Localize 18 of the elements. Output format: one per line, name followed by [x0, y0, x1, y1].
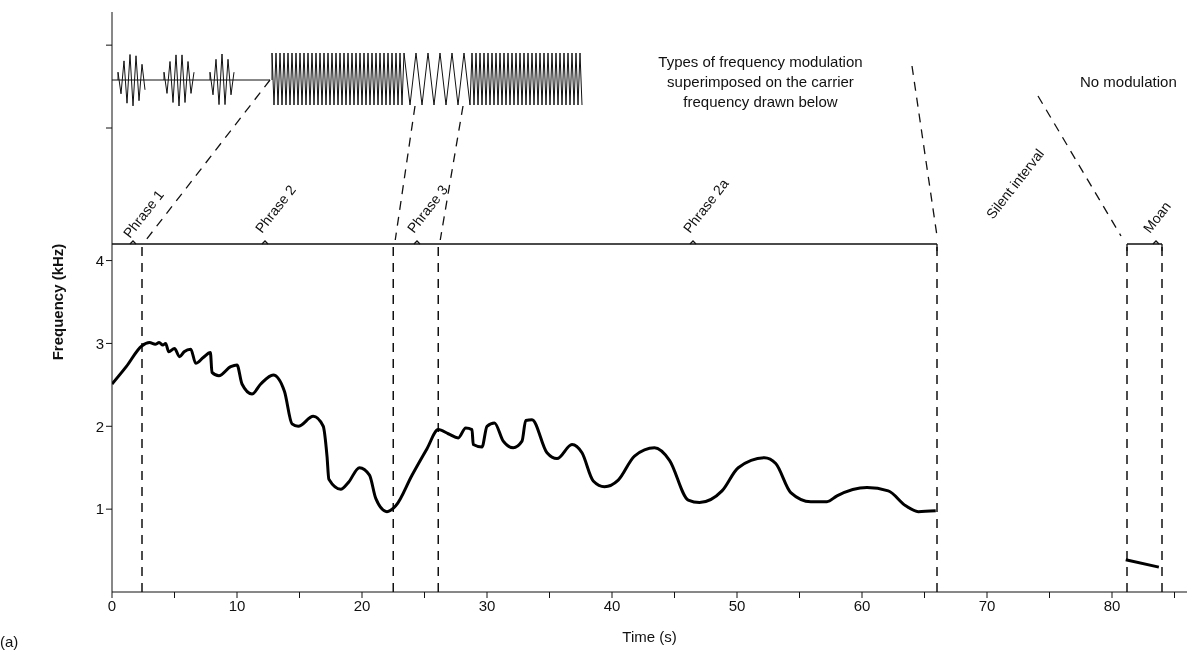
- y-tick-label: 4: [95, 251, 104, 269]
- x-tick-label: 40: [603, 596, 621, 614]
- y-tick-label: 3: [95, 334, 104, 352]
- text: (a): [0, 632, 20, 652]
- x-tick-label: 30: [478, 596, 496, 614]
- x-tick-label: 10: [228, 596, 246, 614]
- x-tick-label: 20: [353, 596, 371, 614]
- annotation: No modulation: [1080, 72, 1178, 92]
- y-tick-label: 1: [95, 500, 104, 518]
- y-axis-title: Frequency (kHz): [49, 243, 67, 361]
- y-tick-label: 2: [95, 417, 104, 435]
- x-tick-label: 50: [728, 596, 746, 614]
- x-tick-label: 80: [1103, 596, 1121, 614]
- x-tick-label: 70: [978, 596, 996, 614]
- x-axis-title: Time (s): [622, 628, 677, 645]
- annotation: Types of frequency modulation superimposed on the carrier frequency drawn below: [657, 52, 864, 112]
- x-tick-label: 60: [853, 596, 871, 614]
- x-tick-label: 0: [107, 596, 117, 614]
